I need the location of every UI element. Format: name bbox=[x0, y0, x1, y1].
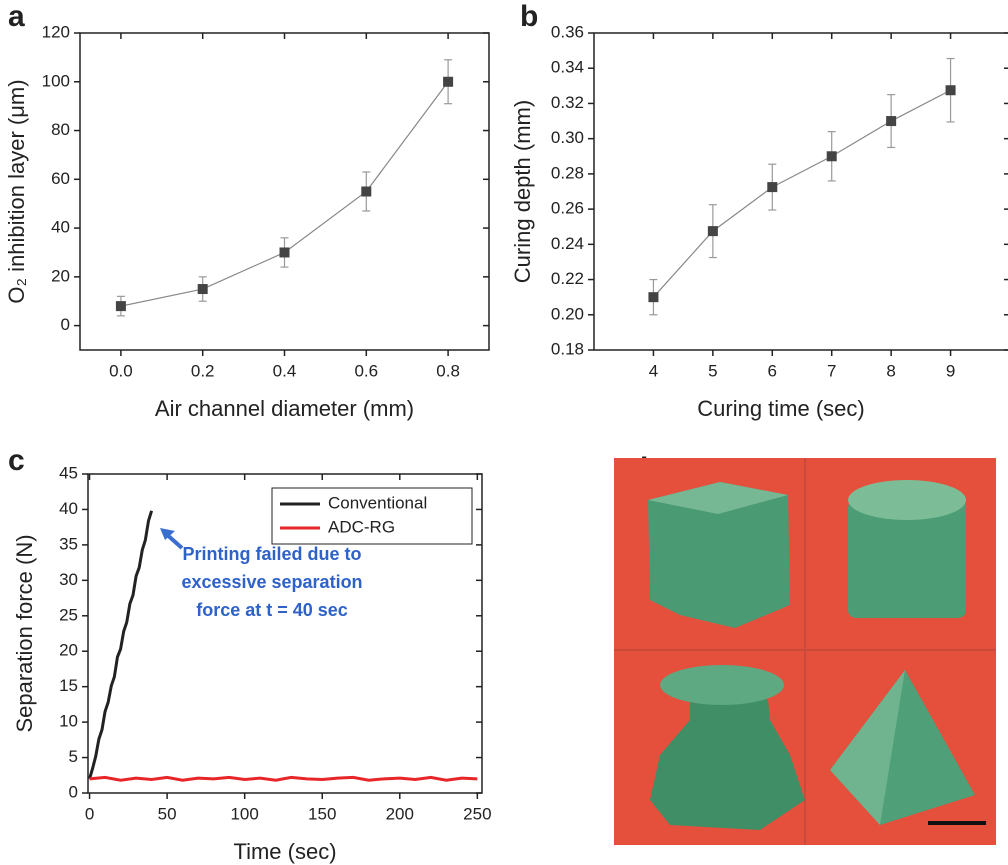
legend-label: Conventional bbox=[328, 493, 427, 512]
legend-label: ADC-RG bbox=[328, 517, 395, 536]
marker bbox=[945, 85, 956, 96]
x-tick-label: 0.6 bbox=[354, 361, 378, 380]
annotation: Printing failed due to bbox=[183, 544, 362, 564]
cylinder-top bbox=[848, 480, 966, 520]
y-tick-label: 100 bbox=[42, 71, 70, 90]
y-tick-label: 45 bbox=[59, 463, 78, 482]
marker bbox=[767, 182, 778, 193]
cylinder bbox=[848, 500, 966, 618]
y-tick-label: 10 bbox=[59, 712, 78, 731]
marker bbox=[886, 116, 897, 127]
y-tick-label: 30 bbox=[59, 570, 78, 589]
y-tick-label: 0.22 bbox=[551, 269, 584, 288]
y-tick-label: 0.20 bbox=[551, 304, 584, 323]
annotation: force at t = 40 sec bbox=[196, 600, 348, 620]
y-tick-label: 20 bbox=[59, 641, 78, 660]
x-tick-label: 100 bbox=[230, 804, 258, 823]
x-tick-label: 0 bbox=[85, 804, 94, 823]
y-tick-label: 0.18 bbox=[551, 339, 584, 358]
spool bbox=[650, 690, 805, 830]
data-line bbox=[120, 81, 449, 307]
y-tick-label: 40 bbox=[51, 218, 70, 237]
x-tick-label: 6 bbox=[768, 361, 777, 380]
plot-frame bbox=[593, 32, 1008, 351]
data-line bbox=[652, 89, 951, 298]
x-tick-label: 9 bbox=[946, 361, 955, 380]
y-tick-label: 0 bbox=[69, 782, 78, 801]
y-tick-label: 0 bbox=[61, 315, 70, 334]
marker bbox=[707, 226, 718, 237]
x-tick-label: 200 bbox=[386, 804, 414, 823]
y-tick-label: 0.24 bbox=[551, 234, 584, 253]
y-tick-label: 0.30 bbox=[551, 128, 584, 147]
data-line bbox=[88, 510, 154, 780]
y-axis-label: Curing depth (mm) bbox=[510, 100, 535, 283]
y-tick-label: 0.28 bbox=[551, 163, 584, 182]
x-axis-label: Time (sec) bbox=[233, 839, 336, 864]
marker bbox=[279, 247, 290, 258]
x-tick-label: 5 bbox=[708, 361, 717, 380]
y-tick-label: 80 bbox=[51, 120, 70, 139]
x-tick-label: 0.4 bbox=[273, 361, 297, 380]
y-tick-label: 15 bbox=[59, 676, 78, 695]
y-tick-label: 120 bbox=[42, 22, 70, 41]
y-axis-label: Separation force (N) bbox=[12, 534, 37, 732]
spool-top bbox=[660, 665, 784, 705]
y-tick-label: 5 bbox=[69, 747, 78, 766]
panel-label: a bbox=[8, 0, 25, 33]
y-tick-label: 0.34 bbox=[551, 58, 584, 77]
x-tick-label: 150 bbox=[308, 804, 336, 823]
x-tick-label: 250 bbox=[463, 804, 491, 823]
panel-label: c bbox=[8, 444, 25, 477]
y-tick-label: 20 bbox=[51, 266, 70, 285]
marker bbox=[197, 284, 208, 295]
marker bbox=[361, 186, 372, 197]
y-tick-label: 0.26 bbox=[551, 199, 584, 218]
x-tick-label: 50 bbox=[158, 804, 177, 823]
annotation: excessive separation bbox=[181, 572, 362, 592]
legend-box bbox=[271, 487, 473, 545]
y-tick-label: 0.32 bbox=[551, 93, 584, 112]
y-tick-label: 35 bbox=[59, 534, 78, 553]
cube bbox=[648, 482, 790, 628]
x-tick-label: 8 bbox=[886, 361, 895, 380]
marker bbox=[443, 76, 454, 87]
y-tick-label: 25 bbox=[59, 605, 78, 624]
annotation-arrowhead bbox=[160, 528, 175, 540]
x-tick-label: 7 bbox=[827, 361, 836, 380]
x-axis-label: Curing time (sec) bbox=[697, 396, 864, 421]
x-axis-label: Air channel diameter (mm) bbox=[155, 396, 414, 421]
x-tick-label: 4 bbox=[649, 361, 658, 380]
panel-label: b bbox=[520, 0, 538, 33]
y-axis-label: O₂ inhibition layer (μm) bbox=[4, 79, 29, 303]
marker bbox=[826, 151, 837, 162]
x-tick-label: 0.2 bbox=[191, 361, 215, 380]
photo bbox=[614, 458, 996, 845]
plot-frame bbox=[87, 473, 483, 794]
marker bbox=[115, 301, 126, 312]
marker bbox=[648, 292, 659, 303]
x-tick-label: 0.8 bbox=[436, 361, 460, 380]
y-tick-label: 40 bbox=[59, 499, 78, 518]
data-line bbox=[89, 775, 478, 782]
y-tick-label: 0.36 bbox=[551, 22, 584, 41]
x-tick-label: 0.0 bbox=[109, 361, 133, 380]
y-tick-label: 60 bbox=[51, 169, 70, 188]
cube-top bbox=[648, 482, 788, 514]
pyramid-face bbox=[830, 670, 905, 825]
